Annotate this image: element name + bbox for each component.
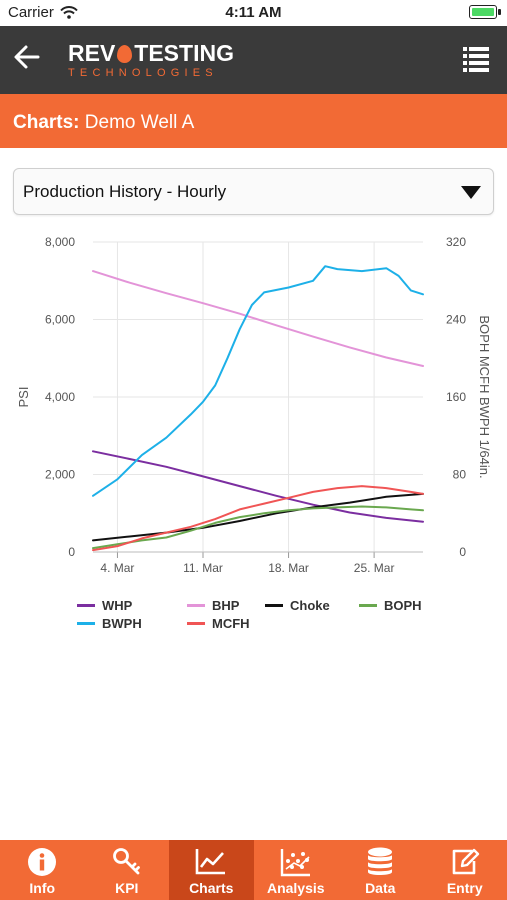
legend-item-bhp[interactable]: BHP [187,598,239,613]
logo-main-left: REV [68,40,116,66]
tab-kpi-label: KPI [115,880,139,896]
legend-label: MCFH [212,616,250,631]
edit-icon [452,848,479,875]
left-tick-label: 2,000 [45,468,75,482]
tab-charts-label: Charts [189,880,234,896]
legend-swatch [77,622,95,625]
tab-analysis[interactable]: Analysis [254,840,339,900]
left-axis-title: PSI [16,387,31,408]
tab-kpi[interactable]: KPI [85,840,170,900]
right-tick-label: 320 [446,235,466,249]
back-arrow-icon[interactable] [10,40,44,74]
chart-line-icon [195,849,226,875]
brand-logo: REV TESTING TECHNOLOGIES [68,40,234,79]
chart-type-select[interactable]: Production History - Hourly [13,168,494,215]
status-bar: Carrier 4:11 AM [0,0,507,26]
legend-swatch [265,604,283,607]
right-tick-label: 240 [446,313,466,327]
app-header: REV TESTING TECHNOLOGIES [0,26,507,94]
series-line-bwph [92,265,424,497]
legend-swatch [187,622,205,625]
bottom-tab-bar: Info KPI Charts Analysis [0,840,507,900]
logo-main: REV TESTING [68,40,234,67]
chart-type-value: Production History - Hourly [23,182,227,201]
series-line-boph [92,505,424,550]
logo-drop-icon [117,45,133,63]
legend-swatch [187,604,205,607]
legend-item-whp[interactable]: WHP [77,598,132,613]
tab-charts[interactable]: Charts [169,840,254,900]
database-icon [368,847,393,875]
legend-label: Choke [290,598,330,613]
tab-info-label: Info [29,880,56,896]
tab-info[interactable]: Info [0,840,85,900]
left-tick-label: 4,000 [45,390,75,404]
x-tick-label: 18. Mar [268,561,309,575]
status-time: 4:11 AM [225,4,282,21]
tab-entry-label: Entry [446,880,483,896]
series-line-choke [92,492,424,542]
logo-sub: TECHNOLOGIES [68,67,218,79]
x-tick-label: 4. Mar [100,561,134,575]
tab-analysis-label: Analysis [266,880,325,896]
legend-item-boph[interactable]: BOPH [359,598,422,613]
tab-entry[interactable]: Entry [423,840,507,900]
right-tick-label: 160 [446,390,466,404]
legend-item-bwph[interactable]: BWPH [77,616,142,631]
page-title: Charts: Demo Well A [0,94,507,148]
caret-down-icon [461,186,481,199]
legend-label: BOPH [384,598,422,613]
legend-swatch [359,604,377,607]
legend-label: BHP [212,598,240,613]
production-chart: 0 0 2,000 80 4,000 160 6,000 240 8,000 320 4. Mar 1… [16,235,492,575]
x-tick-label: 11. Mar [183,561,223,575]
tab-data[interactable]: Data [338,840,423,900]
battery-icon [469,5,501,19]
carrier-group: Carrier [8,4,78,21]
x-tick-label: 25. Mar [354,561,395,575]
series-line-whp [92,450,424,523]
tab-data-label: Data [365,880,396,896]
left-tick-label: 0 [68,545,75,559]
carrier-label: Carrier [8,4,54,21]
legend-swatch [77,604,95,607]
series-line-mcfh [92,485,424,552]
legend-item-mcfh[interactable]: MCFH [187,616,250,631]
legend-label: BWPH [102,616,142,631]
right-tick-label: 80 [453,468,467,482]
wifi-icon [60,6,78,19]
right-axis-title: BOPH MCFH BWPH 1/64in. [477,315,492,478]
legend-label: WHP [102,598,133,613]
analysis-icon [280,849,310,877]
info-icon [28,848,57,876]
page-title-well: Demo Well A [84,112,195,133]
series-line-bhp [92,270,424,367]
legend-item-choke[interactable]: Choke [265,598,330,613]
left-tick-label: 6,000 [45,313,75,327]
right-tick-label: 0 [459,545,466,559]
left-tick-label: 8,000 [45,235,75,249]
page-title-prefix: Charts: [13,112,80,133]
key-icon [112,848,140,875]
logo-main-right: TESTING [134,40,234,66]
menu-list-icon[interactable] [463,46,489,72]
